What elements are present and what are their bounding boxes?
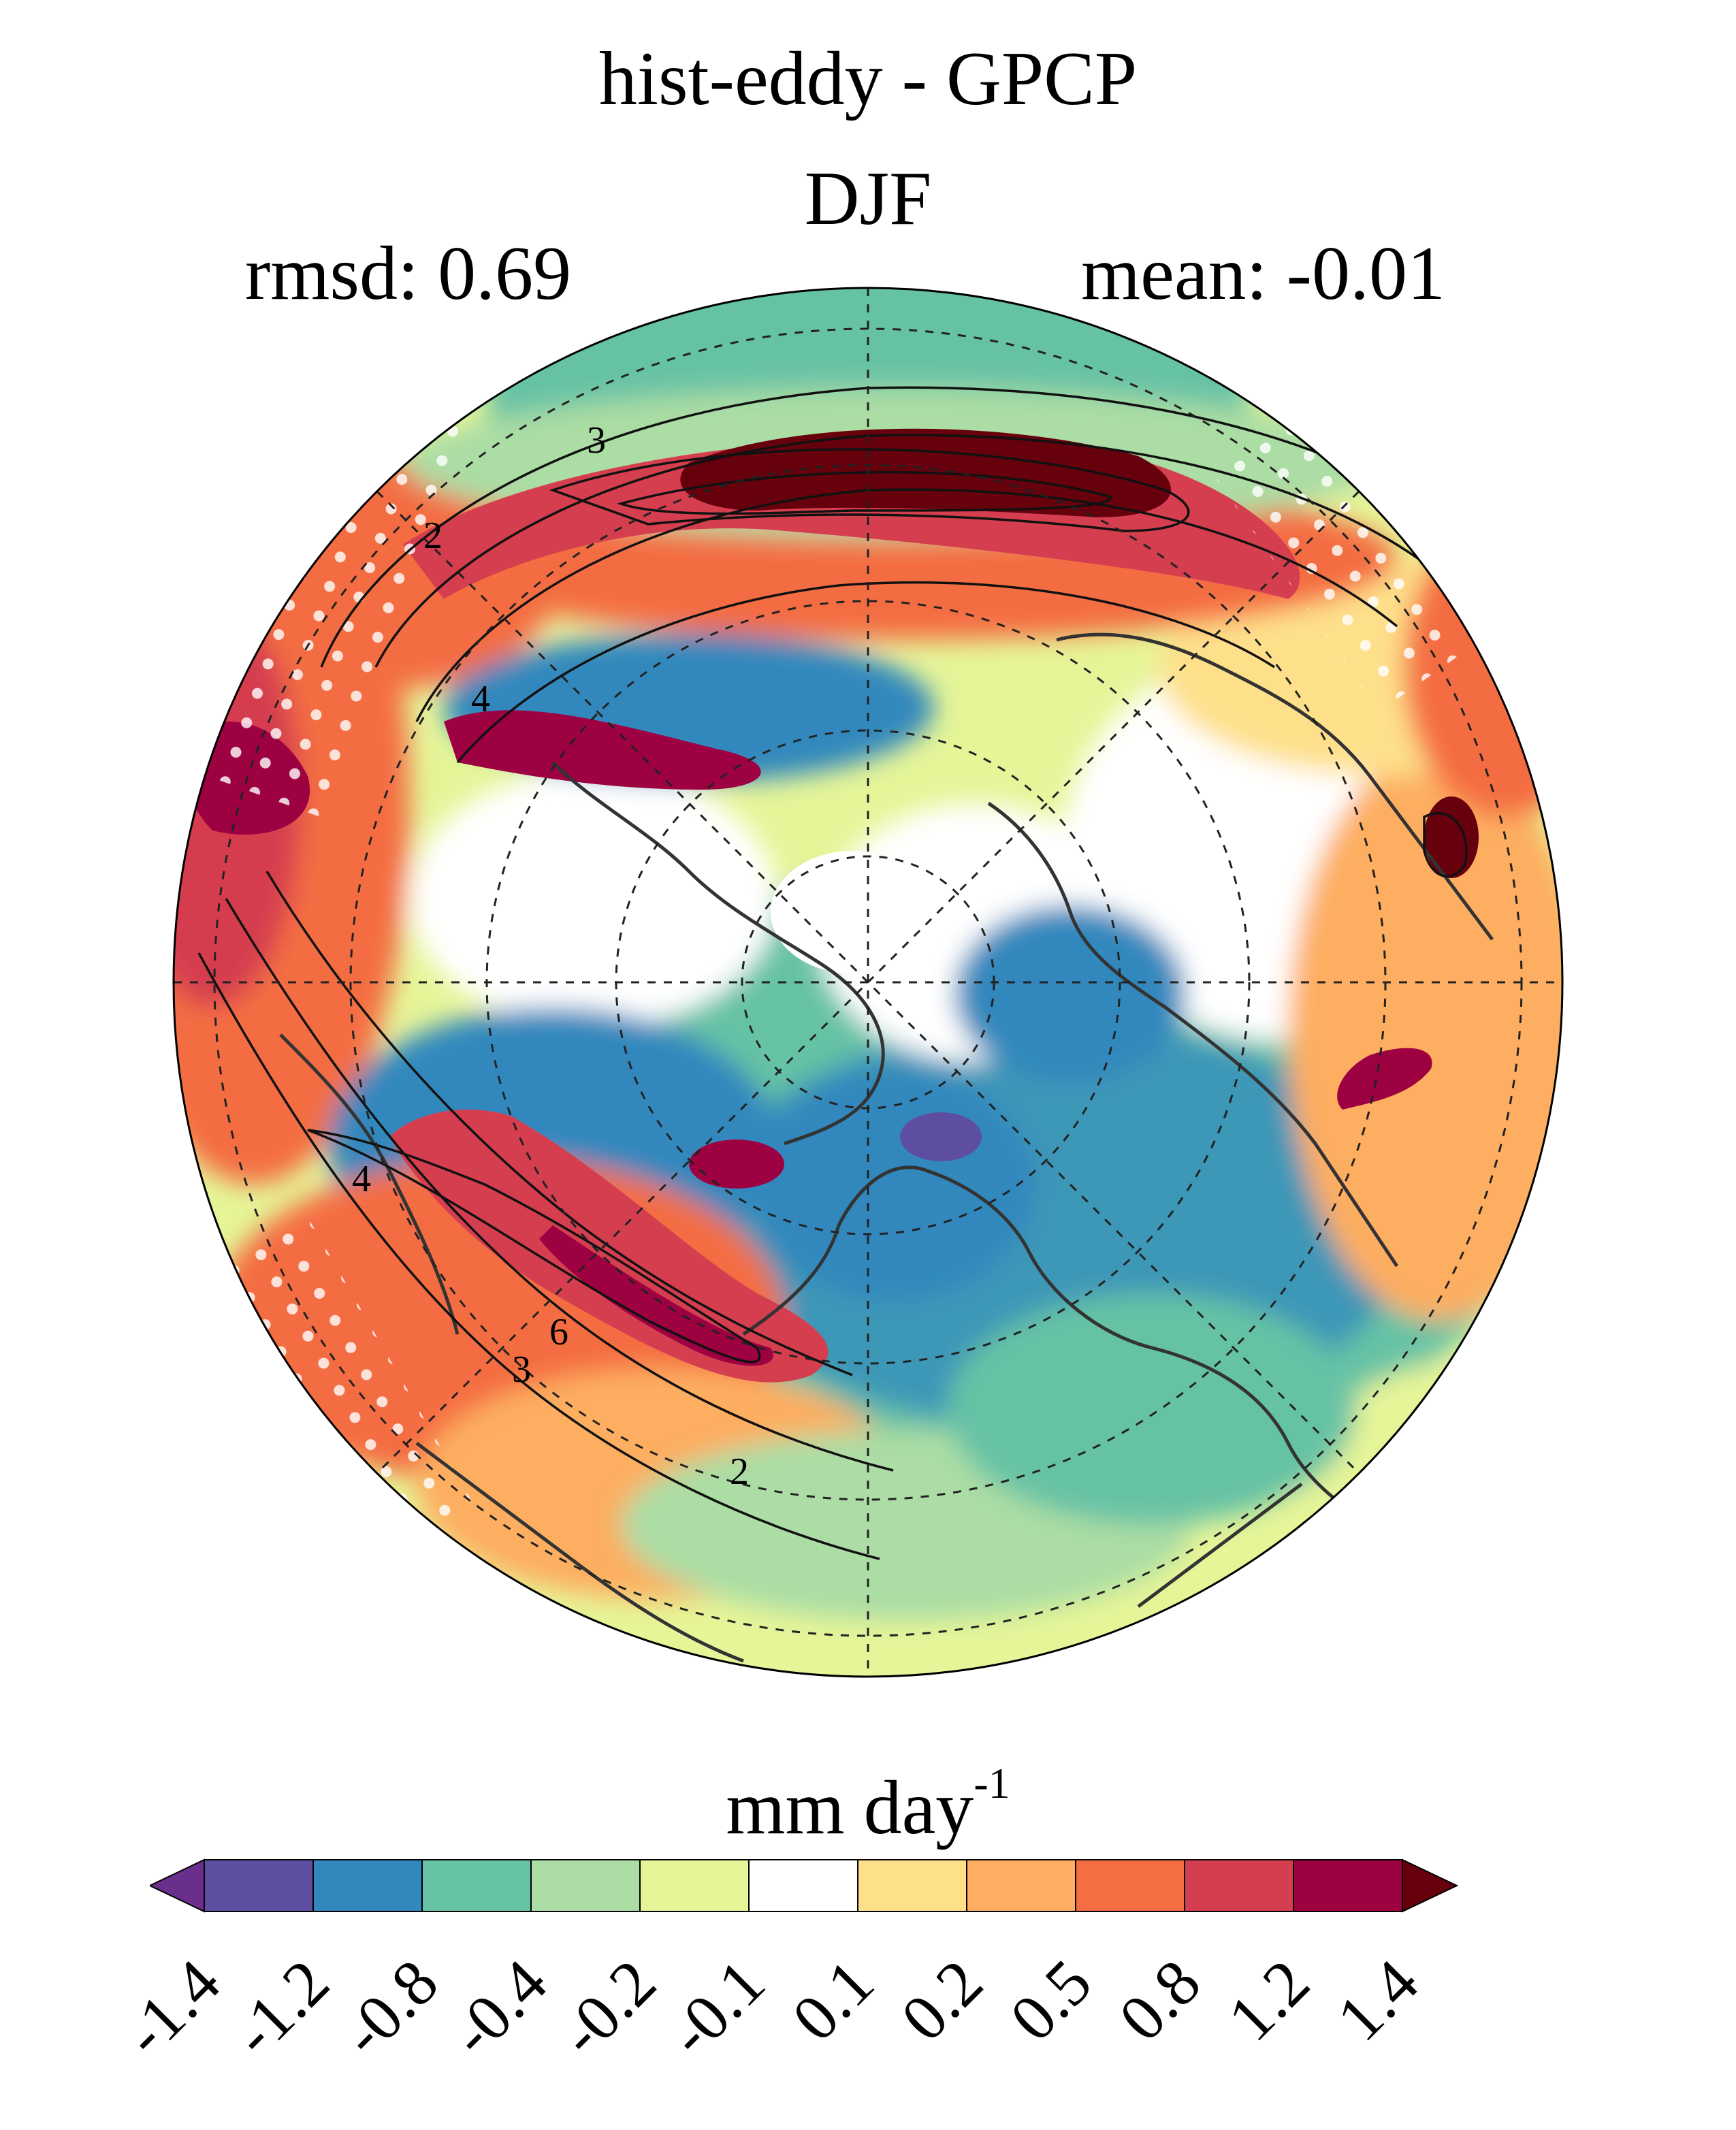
colorbar-box (312, 1859, 423, 1912)
colorbar-box (1293, 1859, 1403, 1912)
colorbar-tick-label: 0.5 (995, 1945, 1106, 2055)
rmsd-label: rmsd: 0.69 (245, 231, 572, 316)
colorbar-tick-label: 1.2 (1213, 1945, 1323, 2055)
contour-label: 2 (423, 515, 443, 557)
contour-label: 4 (352, 1158, 371, 1200)
colorbar-box (204, 1859, 314, 1912)
colorbar-box (421, 1859, 532, 1912)
colorbar-box (857, 1859, 967, 1912)
colorbar-tick-label: -1.4 (109, 1945, 234, 2070)
season-label: DJF (804, 157, 932, 241)
colorbar-tick-label: 0.2 (886, 1945, 997, 2055)
colorbar-box (1075, 1859, 1185, 1912)
map-border (172, 287, 1564, 1678)
colorbar-tick-label: -0.1 (654, 1945, 779, 2070)
colorbar (150, 1858, 1459, 1913)
contour-label: 4 (471, 678, 490, 720)
colorbar-over-arrow (1402, 1858, 1459, 1913)
colorbar-box (1184, 1859, 1294, 1912)
contour-label: 3 (587, 419, 606, 462)
colorbar-box (966, 1859, 1076, 1912)
figure-title: hist-eddy - GPCP (598, 37, 1138, 121)
colorbar-units: mm day-1 (726, 1759, 1010, 1850)
contour-label: 6 (549, 1311, 568, 1353)
colorbar-tick-label: 1.4 (1322, 1945, 1432, 2055)
colorbar-tick-label: -0.4 (436, 1945, 561, 2070)
contour-label: 3 (512, 1349, 531, 1391)
colorbar-box (639, 1859, 750, 1912)
colorbar-tick-label: -1.2 (218, 1945, 343, 2070)
colorbar-tick-label: 0.1 (777, 1945, 888, 2055)
colorbar-tick-label: -0.8 (327, 1945, 452, 2070)
colorbar-box (530, 1859, 641, 1912)
colorbar-tick-label: 0.8 (1104, 1945, 1215, 2055)
colorbar-under-arrow (150, 1858, 205, 1913)
colorbar-box (748, 1859, 858, 1912)
contour-label: 2 (730, 1451, 749, 1493)
map-field (174, 288, 1562, 1677)
polar-map: 3 2 4 4 6 3 2 (172, 287, 1564, 1678)
colorbar-tick-label: -0.2 (545, 1945, 670, 2070)
mean-label: mean: -0.01 (1081, 231, 1445, 316)
